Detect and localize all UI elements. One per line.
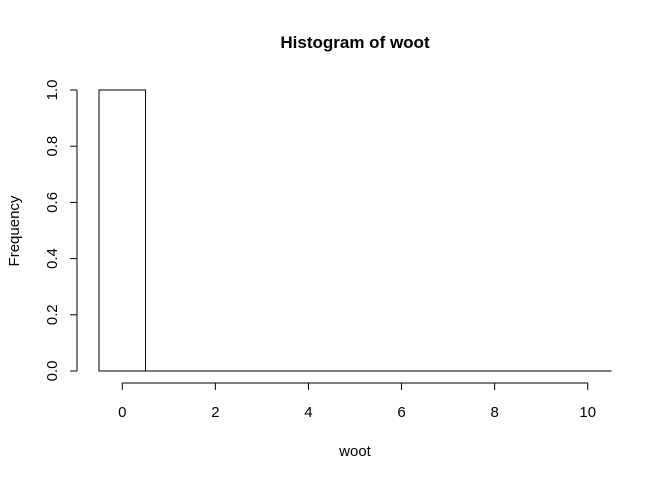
x-tick-label-1: 2 [211,404,219,421]
x-tick-label-4: 8 [490,404,498,421]
chart-title: Histogram of woot [280,33,430,52]
x-tick-label-3: 6 [397,404,405,421]
y-tick-label-3: 0.6 [44,192,61,213]
y-tick-label-4: 0.8 [44,136,61,157]
y-tick-label-0: 0.0 [44,361,61,382]
x-tick-label-5: 10 [579,404,596,421]
bars-group [98,89,612,372]
y-tick-label-5: 1.0 [44,80,61,101]
histogram-bar-0 [98,89,147,372]
y-axis: 0.0 0.2 0.4 0.6 0.8 1.0 [44,80,78,382]
y-axis-label: Frequency [6,195,23,266]
y-tick-label-1: 0.2 [44,304,61,325]
x-tick-label-2: 4 [304,404,312,421]
x-tick-label-0: 0 [118,404,126,421]
x-axis: 0 2 4 6 8 10 [118,382,596,421]
x-axis-label: woot [338,443,372,460]
y-tick-label-2: 0.4 [44,248,61,269]
